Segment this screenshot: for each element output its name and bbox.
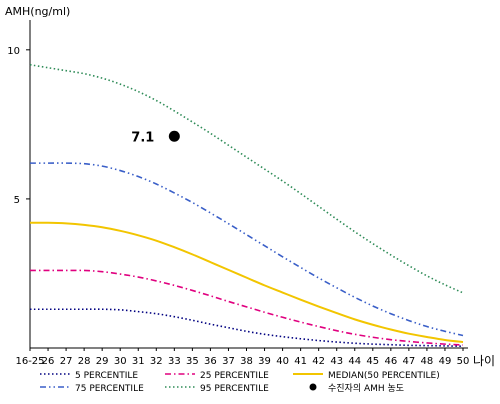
legend-label: 5 PERCENTILE bbox=[75, 371, 138, 381]
series-line-25-percentile bbox=[29, 269, 464, 346]
series-lines bbox=[29, 63, 464, 348]
x-tick-label: 40 bbox=[276, 356, 289, 367]
x-tick-label: 26 bbox=[42, 356, 55, 367]
series-line-75-percentile bbox=[30, 162, 464, 337]
x-tick-label: 28 bbox=[78, 356, 91, 367]
highlight-point-group: 7.1 bbox=[131, 130, 180, 145]
x-tick-label: 50 bbox=[457, 356, 470, 367]
legend-label: MEDIAN(50 PERCENTILE) bbox=[328, 371, 440, 381]
y-tick-label: 10 bbox=[7, 46, 20, 57]
x-tick-label: 48 bbox=[421, 356, 434, 367]
x-tick-label: 41 bbox=[294, 356, 307, 367]
legend-label: 75 PERCENTILE bbox=[75, 384, 144, 394]
x-tick-label: 49 bbox=[439, 356, 452, 367]
y-tick-label: 5 bbox=[14, 195, 20, 206]
x-tick-label: 38 bbox=[240, 356, 253, 367]
x-tick-label: 39 bbox=[258, 356, 271, 367]
x-tick-label: 35 bbox=[186, 356, 199, 367]
x-tick-label: 31 bbox=[132, 356, 145, 367]
patient-amh-point bbox=[168, 130, 180, 142]
x-tick-label: 47 bbox=[403, 356, 416, 367]
x-tick-label: 27 bbox=[60, 356, 73, 367]
x-tick-label: 43 bbox=[330, 356, 343, 367]
x-tick-label: 37 bbox=[222, 356, 235, 367]
legend-label: 25 PERCENTILE bbox=[200, 371, 269, 381]
x-axis-title: 나이 bbox=[473, 354, 495, 368]
x-tick-label: 33 bbox=[168, 356, 181, 367]
y-ticks: 5 10 bbox=[7, 46, 30, 206]
series-line-95-percentile bbox=[29, 63, 464, 294]
legend-point-marker bbox=[309, 383, 317, 391]
x-tick-label: 32 bbox=[150, 356, 163, 367]
x-tick-label: 46 bbox=[384, 356, 397, 367]
x-tick-label: 16-25 bbox=[15, 356, 44, 367]
y-axis-title: AMH(ng/ml) bbox=[5, 5, 70, 18]
series-line-5-percentile bbox=[30, 308, 464, 348]
legend-label: 수진자의 AMH 농도 bbox=[328, 383, 404, 394]
x-tick-label: 30 bbox=[114, 356, 127, 367]
patient-amh-value-label: 7.1 bbox=[131, 130, 154, 145]
x-tick-label: 44 bbox=[348, 356, 361, 367]
x-tick-label: 42 bbox=[312, 356, 325, 367]
legend-label: 95 PERCENTILE bbox=[200, 384, 269, 394]
x-tick-label: 45 bbox=[366, 356, 379, 367]
axes: AMH(ng/ml) 나이 bbox=[5, 5, 495, 368]
legend: 5 PERCENTILE 25 PERCENTILE MEDIAN(50 PERCE… bbox=[40, 371, 440, 394]
x-tick-label: 36 bbox=[204, 356, 217, 367]
x-tick-label: 29 bbox=[96, 356, 109, 367]
series-line-median-50-percentile bbox=[29, 221, 464, 344]
